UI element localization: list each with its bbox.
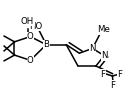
Text: B: B	[43, 40, 49, 49]
Text: F: F	[110, 81, 115, 89]
Text: O: O	[27, 56, 34, 65]
Text: OH: OH	[21, 17, 34, 26]
Text: F: F	[118, 70, 123, 79]
Text: N: N	[101, 51, 108, 60]
Text: F: F	[100, 70, 105, 79]
Text: O: O	[27, 32, 34, 41]
Text: HO: HO	[29, 22, 43, 31]
Text: N: N	[89, 44, 96, 53]
Text: Me: Me	[97, 25, 110, 34]
